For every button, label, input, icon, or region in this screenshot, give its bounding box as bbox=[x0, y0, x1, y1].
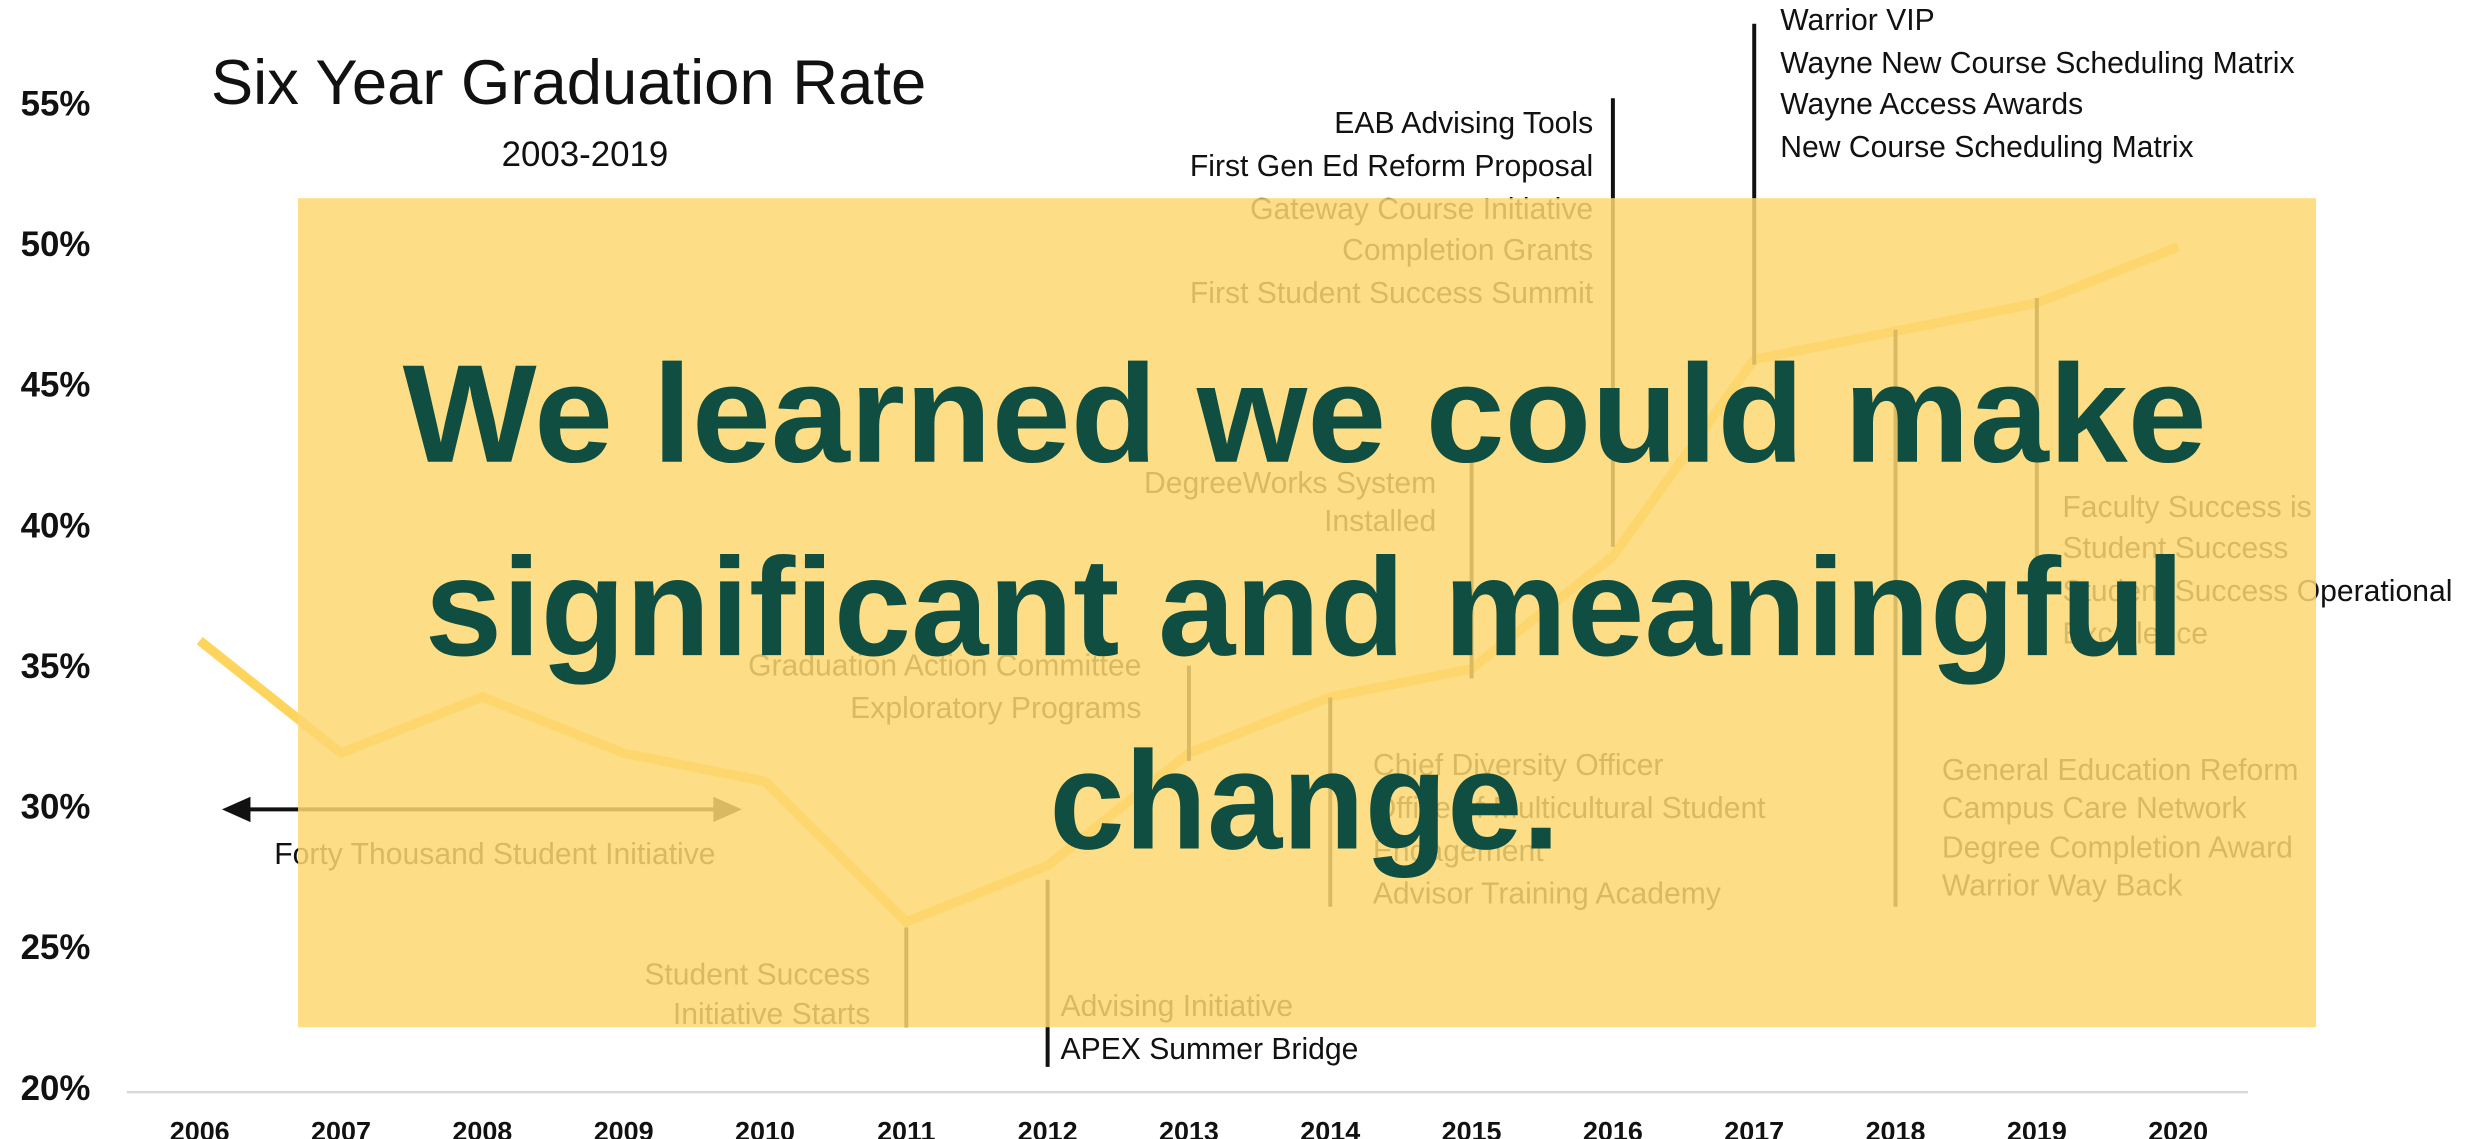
annotation-text: New Course Scheduling Matrix bbox=[1780, 131, 2193, 164]
overlay-text: change. bbox=[1049, 722, 1559, 878]
annotation-text: Warrior VIP bbox=[1780, 4, 1934, 37]
x-tick-label: 2012 bbox=[1018, 1117, 1078, 1139]
overlay-text: significant and meaningful bbox=[425, 529, 2185, 685]
x-tick-label: 2017 bbox=[1724, 1117, 1784, 1139]
x-tick-label: 2014 bbox=[1300, 1117, 1360, 1139]
x-tick-label: 2016 bbox=[1583, 1117, 1643, 1139]
annotation-text: First Gen Ed Reform Proposal bbox=[1190, 150, 1593, 183]
x-tick-label: 2019 bbox=[2007, 1117, 2067, 1139]
x-tick-label: 2020 bbox=[2148, 1117, 2208, 1139]
x-tick-label: 2008 bbox=[452, 1117, 512, 1139]
chart-title: Six Year Graduation Rate bbox=[211, 48, 926, 118]
overlay-panel bbox=[298, 198, 2317, 1028]
x-tick-label: 2007 bbox=[311, 1117, 371, 1139]
x-tick-label: 2010 bbox=[735, 1117, 795, 1139]
annotation-text: APEX Summer Bridge bbox=[1061, 1033, 1359, 1066]
y-tick-label: 40% bbox=[21, 506, 91, 545]
x-tick-label: 2018 bbox=[1866, 1117, 1926, 1139]
x-tick-label: 2006 bbox=[170, 1117, 230, 1139]
x-tick-label: 2009 bbox=[594, 1117, 654, 1139]
y-tick-label: 55% bbox=[21, 84, 91, 123]
y-tick-label: 20% bbox=[21, 1069, 91, 1108]
y-tick-label: 50% bbox=[21, 225, 91, 264]
y-tick-label: 45% bbox=[21, 366, 91, 405]
x-tick-label: 2011 bbox=[877, 1117, 935, 1139]
annotation-text: Wayne Access Awards bbox=[1780, 88, 2083, 121]
annotation-text: Wayne New Course Scheduling Matrix bbox=[1780, 47, 2294, 80]
chart-subtitle: 2003-2019 bbox=[502, 135, 669, 174]
y-tick-label: 35% bbox=[21, 647, 91, 686]
x-tick-label: 2013 bbox=[1159, 1117, 1219, 1139]
x-tick-label: 2015 bbox=[1442, 1117, 1502, 1139]
arrow-head bbox=[221, 796, 251, 823]
annotation-text: EAB Advising Tools bbox=[1334, 107, 1593, 140]
overlay-text: We learned we could make bbox=[403, 336, 2207, 492]
y-tick-label: 25% bbox=[21, 928, 91, 967]
y-tick-label: 30% bbox=[21, 788, 91, 827]
